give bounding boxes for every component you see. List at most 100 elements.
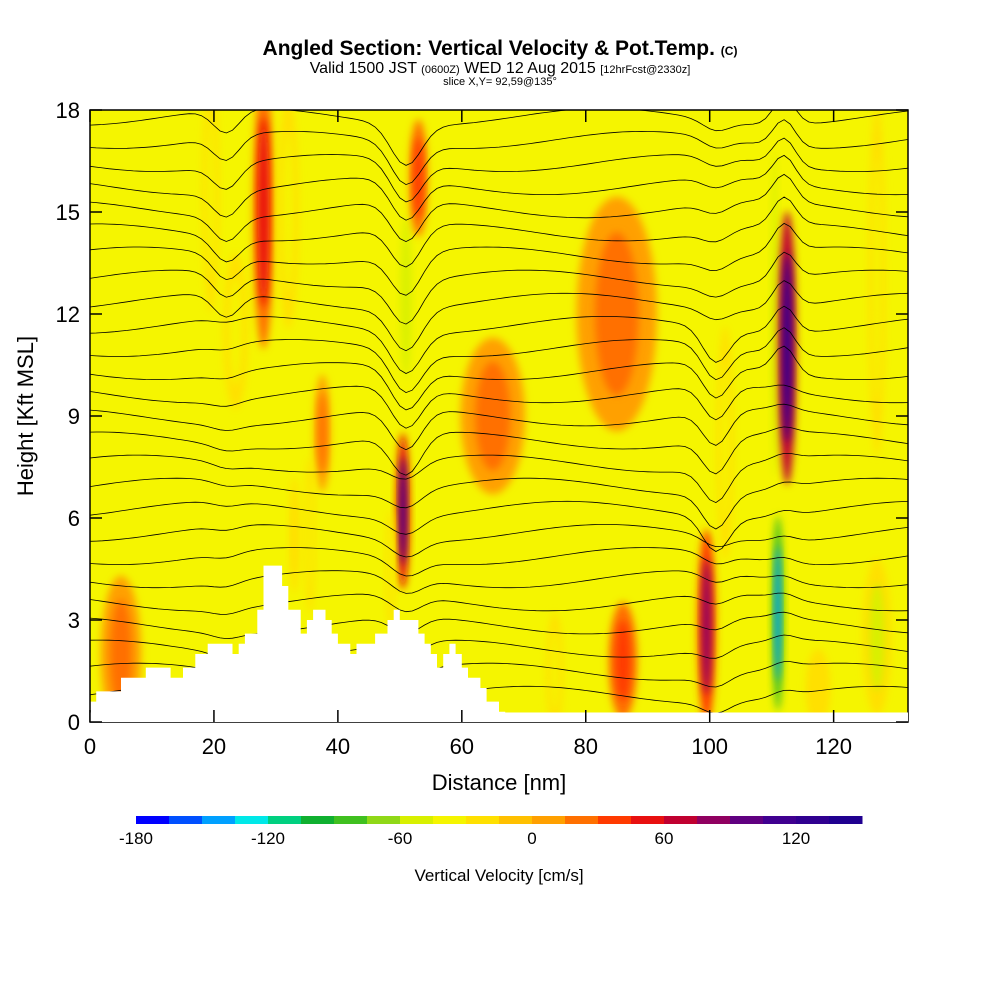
- title-main: Angled Section: Vertical Velocity & Pot.…: [262, 37, 715, 60]
- isentrope-line: [90, 173, 908, 243]
- colorbar-tick-label: -180: [119, 829, 153, 848]
- velocity-core: [869, 582, 885, 692]
- isentrope-line: [90, 570, 908, 594]
- y-tick-label: 15: [56, 200, 80, 225]
- colorbar-segment: [268, 816, 302, 824]
- isentrope-line: [90, 196, 908, 268]
- isentrope-line: [90, 477, 908, 530]
- velocity-core: [595, 232, 639, 396]
- x-tick-label: 0: [84, 734, 96, 759]
- y-tick-label: 12: [56, 302, 80, 327]
- y-tick-label: 3: [68, 608, 80, 633]
- y-axis-title: Height [Kft MSL]: [13, 336, 38, 496]
- y-axis: 0 3 6 9 12 15 18: [56, 98, 908, 735]
- velocity-core: [291, 494, 298, 576]
- velocity-core: [720, 361, 730, 525]
- colorbar-segment: [730, 816, 764, 824]
- velocity-core: [258, 116, 269, 308]
- valid-utc: (0600Z): [421, 64, 460, 76]
- isentrope-line: [90, 280, 908, 352]
- y-tick-label: 6: [68, 506, 80, 531]
- colorbar-segment: [565, 816, 599, 824]
- velocity-core: [318, 392, 327, 474]
- colorbar-tick-label: -120: [251, 829, 285, 848]
- isentrope-line: [90, 345, 908, 411]
- velocity-core: [400, 215, 412, 379]
- y-tick-label: 0: [68, 710, 80, 735]
- title-unit: (C): [720, 44, 738, 58]
- isentrope-line: [90, 426, 908, 476]
- colorbar-segment: [829, 816, 863, 824]
- isentrope-line: [90, 222, 908, 296]
- valid-prefix: Valid 1500 JST: [309, 60, 417, 77]
- colorbar-segment: [763, 816, 797, 824]
- isentrope-line: [90, 611, 908, 640]
- y-tick-label: 9: [68, 404, 80, 429]
- terrain-base: [90, 712, 908, 722]
- colorbar-segment: [367, 816, 401, 824]
- velocity-core: [307, 480, 313, 590]
- x-tick-label: 40: [326, 734, 350, 759]
- isentrope-line: [90, 524, 908, 558]
- velocity-core: [782, 252, 792, 444]
- colorbar-segment: [631, 816, 665, 824]
- forecast-info: [12hrFcst@2330z]: [600, 64, 691, 76]
- velocity-core: [388, 528, 393, 610]
- velocity-core: [550, 630, 560, 712]
- velocity-core: [399, 456, 407, 566]
- chart-subtitle-slice: slice X,Y= 92,59@135°: [443, 76, 557, 88]
- x-tick-label: 20: [202, 734, 226, 759]
- x-tick-label: 120: [815, 734, 852, 759]
- isentrope-line: [90, 500, 908, 552]
- isentrope-line: [90, 403, 908, 451]
- x-tick-label: 80: [574, 734, 598, 759]
- isentrope-line: [90, 251, 908, 325]
- colorbar-tick-label: 120: [782, 829, 810, 848]
- colorbar: -180 -120 -60 0 60 120: [119, 816, 863, 848]
- colorbar-segment: [301, 816, 335, 824]
- velocity-core: [811, 660, 825, 716]
- isentrope-line: [90, 119, 908, 186]
- isentrope-line: [90, 384, 908, 429]
- colorbar-segment: [202, 816, 236, 824]
- colorbar-segment: [796, 816, 830, 824]
- isentrope-line: [90, 453, 908, 504]
- colorbar-segment: [136, 816, 170, 824]
- y-tick-label: 18: [56, 98, 80, 123]
- colorbar-tick-label: 60: [655, 829, 674, 848]
- x-axis: 0 20 40 60 80 100 120: [84, 110, 852, 759]
- colorbar-segment: [235, 816, 269, 824]
- colorbar-segment: [697, 816, 731, 824]
- isentrope-line: [90, 110, 908, 166]
- isentrope-line: [90, 592, 908, 615]
- colorbar-segment: [532, 816, 566, 824]
- colorbar-segment: [400, 816, 434, 824]
- velocity-core: [206, 113, 216, 277]
- plot-area: [89, 109, 909, 723]
- x-tick-label: 100: [691, 734, 728, 759]
- velocity-core: [774, 545, 781, 682]
- velocity-field: [100, 110, 892, 722]
- x-tick-label: 60: [450, 734, 474, 759]
- colorbar-title: Vertical Velocity [cm/s]: [414, 866, 583, 885]
- velocity-core: [282, 130, 294, 294]
- colorbar-segment: [499, 816, 533, 824]
- colorbar-segment: [598, 816, 632, 824]
- colorbar-tick-label: -60: [388, 829, 413, 848]
- colorbar-segment: [664, 816, 698, 824]
- isentrope-line: [90, 327, 908, 394]
- colorbar-segment: [466, 816, 500, 824]
- chart-title: Angled Section: Vertical Velocity & Pot.…: [0, 37, 1000, 61]
- isentrope-line: [90, 547, 908, 577]
- terrain-profile: [90, 565, 537, 722]
- velocity-core: [615, 620, 631, 702]
- velocity-core: [701, 558, 712, 695]
- velocity-core: [229, 276, 243, 386]
- colorbar-segment: [334, 816, 368, 824]
- chart-subtitle-valid: Valid 1500 JST (0600Z) WED 12 Aug 2015 […: [0, 60, 1000, 78]
- isentrope-line: [90, 154, 908, 221]
- velocity-core: [475, 361, 511, 471]
- valid-suffix: WED 12 Aug 2015: [464, 60, 596, 77]
- x-axis-title: Distance [nm]: [432, 770, 567, 795]
